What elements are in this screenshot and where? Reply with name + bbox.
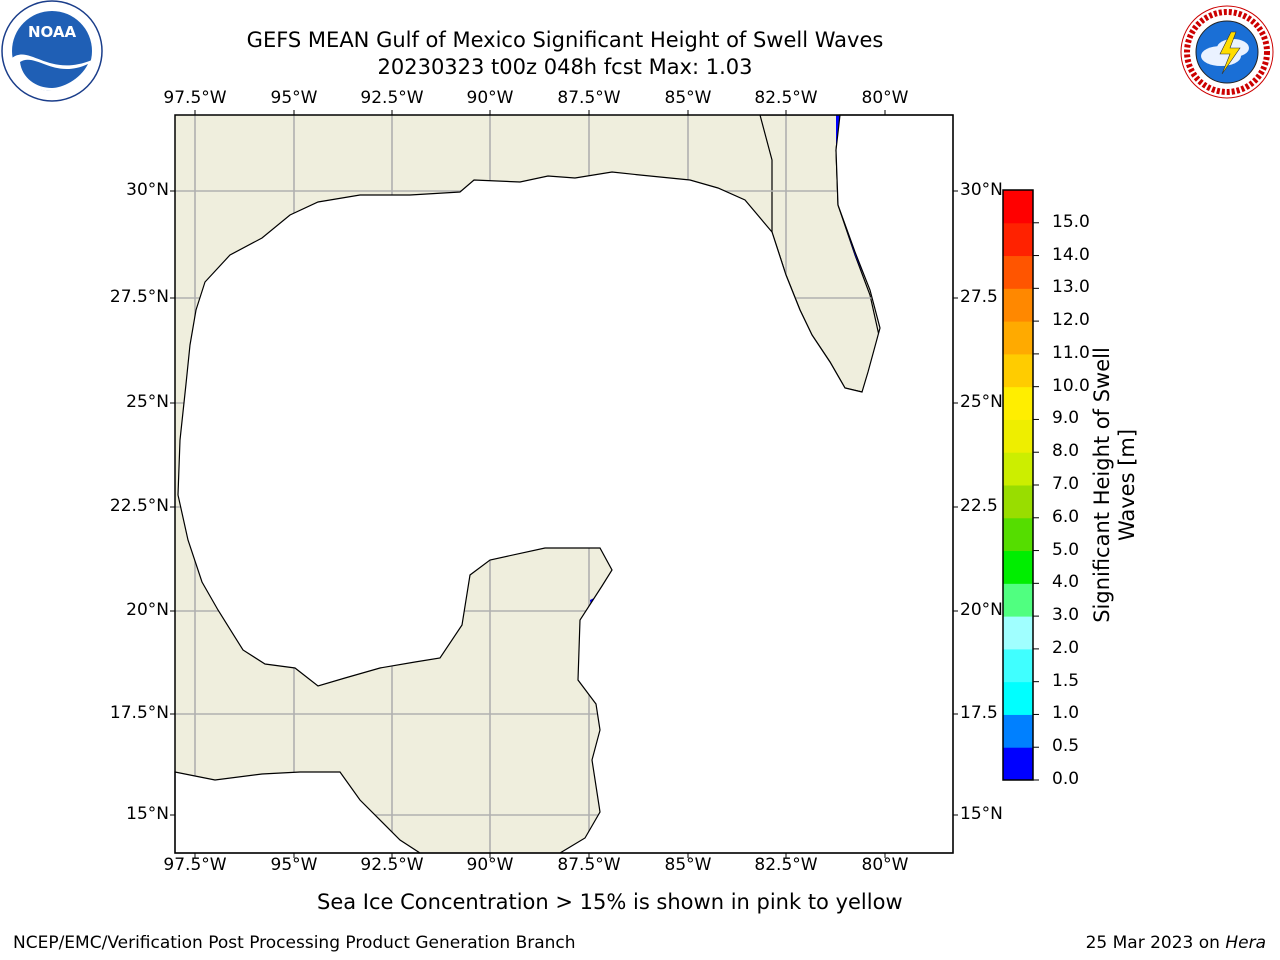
colorbar-bin-13: [1003, 321, 1033, 355]
lat-label-left: 15°N: [126, 804, 169, 824]
map-frame: [174, 114, 954, 854]
colorbar-tick-label: 6.0: [1052, 506, 1080, 527]
lon-label-top: 92.5°W: [360, 88, 424, 108]
lon-label-top: 85°W: [664, 88, 712, 108]
lon-label-bottom: 95°W: [270, 855, 318, 875]
colorbar-tick-label: 1.0: [1052, 703, 1080, 724]
colorbar-tick-label: 3.0: [1052, 605, 1080, 626]
colorbar-bin-0: [1003, 747, 1033, 781]
colorbar-bin-3: [1003, 648, 1033, 683]
lat-label-right: 27.5: [960, 287, 998, 307]
lon-label-top: 82.5°W: [754, 88, 818, 108]
colorbar-bin-11: [1003, 386, 1033, 420]
colorbar-tick-label: 0.5: [1052, 736, 1080, 757]
lat-label-right: 20°N: [960, 600, 1003, 620]
colorbar-bin-17: [1003, 190, 1033, 224]
colorbar-bin-10: [1003, 419, 1033, 453]
colorbar-tick-label: 0.0: [1052, 769, 1080, 789]
colorbar-tick-label: 15.0: [1052, 211, 1090, 232]
colorbar-bin-4: [1003, 616, 1033, 650]
colorbar-tick-label: 4.0: [1052, 572, 1080, 593]
colorbar-tick-label: 14.0: [1052, 244, 1090, 265]
lat-label-right: 17.5: [960, 703, 998, 723]
footer-date: 25 Mar 2023 on Hera: [1086, 933, 1266, 953]
lat-label-left: 17.5°N: [109, 703, 169, 723]
colorbar-tick-label: 12.0: [1052, 310, 1090, 331]
footer-date-text: 25 Mar 2023 on: [1085, 933, 1226, 953]
colorbar-bin-5: [1003, 583, 1033, 617]
lat-label-left: 20°N: [126, 600, 169, 620]
lon-label-bottom: 90°W: [466, 855, 514, 875]
colorbar-bin-8: [1003, 485, 1033, 519]
lon-label-bottom: 97.5°W: [163, 855, 227, 875]
lon-label-top: 90°W: [466, 88, 514, 108]
lon-label-bottom: 80°W: [861, 855, 909, 875]
colorbar-bin-1: [1003, 714, 1033, 748]
colorbar-tick-label: 2.0: [1052, 637, 1080, 658]
lat-label-left: 22.5°N: [109, 496, 169, 516]
noaa-logo: NOAA: [0, 0, 105, 105]
lat-label-right: 25°N: [960, 392, 1003, 412]
lon-label-bottom: 85°W: [664, 855, 712, 875]
lon-label-bottom: 87.5°W: [557, 855, 621, 875]
colorbar-bin-16: [1003, 222, 1033, 257]
lon-label-bottom: 92.5°W: [360, 855, 424, 875]
lat-label-left: 27.5°N: [109, 287, 169, 307]
colorbar-bin-2: [1003, 681, 1033, 715]
colorbar-bin-14: [1003, 288, 1033, 322]
colorbar-label-line2: Waves [m]: [1115, 428, 1139, 542]
footer-host: Hera: [1225, 933, 1266, 953]
svg-text:NOAA: NOAA: [28, 23, 77, 41]
lon-label-top: 97.5°W: [163, 88, 227, 108]
lat-label-right: 15°N: [960, 804, 1003, 824]
colorbar-bin-12: [1003, 353, 1033, 388]
sea-ice-caption: Sea Ice Concentration > 15% is shown in …: [317, 890, 903, 914]
colorbar-bin-15: [1003, 255, 1033, 289]
chart-title: GEFS MEAN Gulf of Mexico Significant Hei…: [246, 28, 884, 52]
colorbar-bin-7: [1003, 517, 1033, 552]
colorbar-tick-label: 1.5: [1052, 670, 1080, 691]
colorbar-tick-label: 9.0: [1052, 408, 1080, 429]
chart-subtitle: 20230323 t00z 048h fcst Max: 1.03: [377, 55, 753, 79]
lon-label-top: 80°W: [861, 88, 909, 108]
lat-label-left: 30°N: [126, 180, 169, 200]
lat-label-right: 30°N: [960, 180, 1003, 200]
footer-credit: NCEP/EMC/Verification Post Processing Pr…: [13, 933, 576, 953]
colorbar-tick-label: 7.0: [1052, 474, 1080, 494]
lon-label-bottom: 82.5°W: [754, 855, 818, 875]
lon-label-top: 95°W: [270, 88, 318, 108]
nws-logo: [1176, 4, 1276, 100]
lat-label-right: 22.5: [960, 496, 998, 516]
colorbar-tick-label: 13.0: [1052, 277, 1090, 298]
colorbar-tick-label: 11.0: [1052, 342, 1090, 363]
colorbar-bin-6: [1003, 550, 1033, 584]
colorbar-tick-label: 5.0: [1052, 539, 1080, 560]
lat-label-left: 25°N: [126, 392, 169, 412]
colorbar-tick-label: 10.0: [1052, 375, 1090, 396]
colorbar-bin-9: [1003, 452, 1033, 486]
lon-label-top: 87.5°W: [557, 88, 621, 108]
colorbar-tick-label: 8.0: [1052, 441, 1080, 462]
colorbar-label-line1: Significant Height of Swell: [1090, 347, 1114, 623]
